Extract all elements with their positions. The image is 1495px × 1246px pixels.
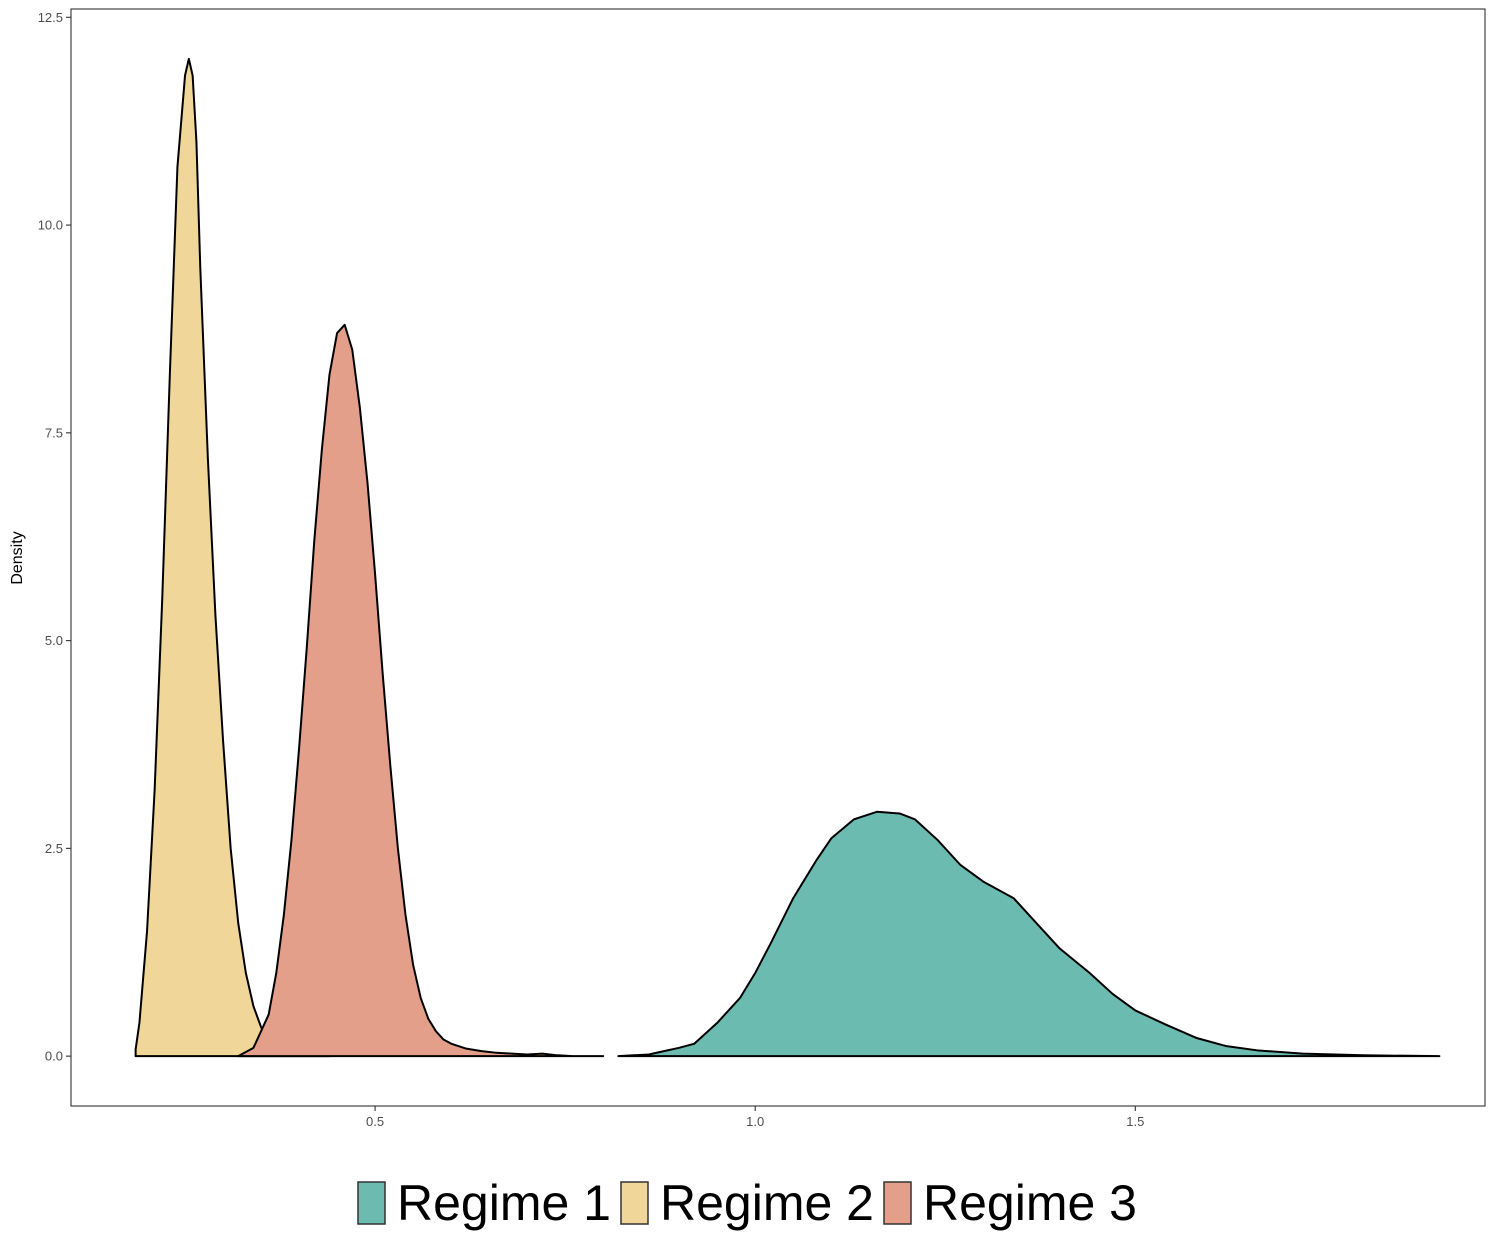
y-tick-label: 5.0 xyxy=(45,633,63,648)
y-tick-label: 7.5 xyxy=(45,425,63,440)
legend: Regime 1 Regime 2 Regime 3 xyxy=(357,1175,1137,1231)
x-axis: 0.5 1.0 1.5 xyxy=(366,1106,1144,1129)
density-areas xyxy=(134,57,1441,1058)
y-tick-label: 12.5 xyxy=(38,10,63,25)
x-tick-label: 1.0 xyxy=(746,1114,764,1129)
x-tick-label: 1.5 xyxy=(1126,1114,1144,1129)
density-area-regime-1 xyxy=(617,810,1441,1058)
y-tick-label: 2.5 xyxy=(45,841,63,856)
density-area-regime-3 xyxy=(237,323,605,1058)
legend-key-regime-2 xyxy=(620,1181,649,1225)
y-tick-label: 10.0 xyxy=(38,218,63,233)
x-tick-label: 0.5 xyxy=(366,1114,384,1129)
y-axis: 0.0 2.5 5.0 7.5 10.0 12.5 xyxy=(38,10,71,1064)
legend-key-regime-1 xyxy=(357,1181,386,1225)
y-tick-label: 0.0 xyxy=(45,1049,63,1064)
legend-label: Regime 1 xyxy=(397,1175,611,1231)
y-axis-title: Density xyxy=(9,531,26,584)
plot-panel-border xyxy=(70,8,1486,1107)
legend-label: Regime 3 xyxy=(923,1175,1137,1231)
legend-key-regime-3 xyxy=(883,1181,912,1225)
legend-label: Regime 2 xyxy=(660,1175,874,1231)
